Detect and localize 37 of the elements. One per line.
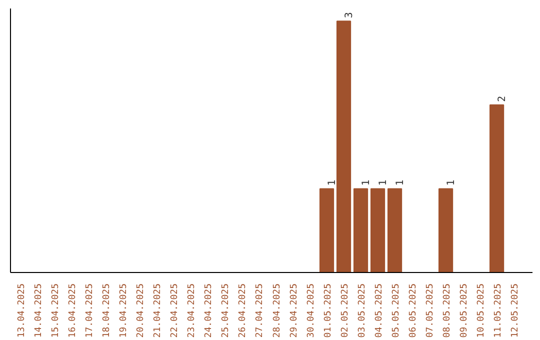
x-tick-label: 29.04.2025: [289, 283, 300, 338]
x-tick-label: 07.05.2025: [425, 283, 436, 338]
x-tick-label: 23.04.2025: [187, 283, 198, 338]
data-label: 1: [360, 180, 372, 186]
x-tick-label: 17.04.2025: [85, 283, 96, 338]
x-tick-label: 02.05.2025: [340, 283, 350, 338]
x-tick-label: 15.04.2025: [51, 283, 62, 338]
x-tick-label: 10.05.2025: [476, 283, 486, 338]
x-tick-label: 19.04.2025: [119, 283, 130, 338]
x-tick-label: 21.04.2025: [153, 283, 164, 338]
x-tick-label: 08.05.2025: [442, 283, 452, 338]
x-tick-label: 26.04.2025: [238, 283, 248, 338]
x-tick-label: 22.04.2025: [170, 283, 180, 338]
x-tick-label: 14.04.2025: [34, 283, 44, 338]
x-tick-label: 24.04.2025: [204, 283, 214, 338]
x-tick-label: 20.04.2025: [136, 283, 146, 338]
data-label: 2: [496, 96, 508, 102]
data-label: 3: [344, 12, 355, 18]
x-tick-label: 30.04.2025: [306, 283, 316, 338]
data-label: 1: [326, 180, 338, 186]
x-tick-label: 27.04.2025: [255, 283, 266, 338]
x-tick-label: 03.05.2025: [357, 283, 368, 338]
data-label: 1: [446, 180, 457, 186]
x-tick-label: 18.04.2025: [102, 283, 112, 338]
x-tick-label: 04.05.2025: [374, 283, 384, 338]
x-tick-label: 05.05.2025: [391, 283, 402, 338]
x-tick-label: 11.05.2025: [493, 283, 504, 338]
x-tick-label: 25.04.2025: [221, 283, 232, 338]
x-tick-label: 16.04.2025: [68, 283, 78, 338]
x-tick-label: 06.05.2025: [408, 283, 418, 338]
x-tick-label: 13.04.2025: [17, 283, 28, 338]
x-tick-label: 12.05.2025: [510, 283, 520, 338]
data-label: 1: [378, 180, 389, 186]
x-tick-label: 09.05.2025: [459, 283, 470, 338]
x-tick-label: 28.04.2025: [272, 283, 282, 338]
x-tick-label: 01.05.2025: [323, 283, 334, 338]
data-label: 1: [394, 180, 406, 186]
